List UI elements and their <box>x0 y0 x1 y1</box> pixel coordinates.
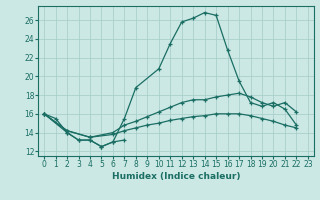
X-axis label: Humidex (Indice chaleur): Humidex (Indice chaleur) <box>112 172 240 181</box>
